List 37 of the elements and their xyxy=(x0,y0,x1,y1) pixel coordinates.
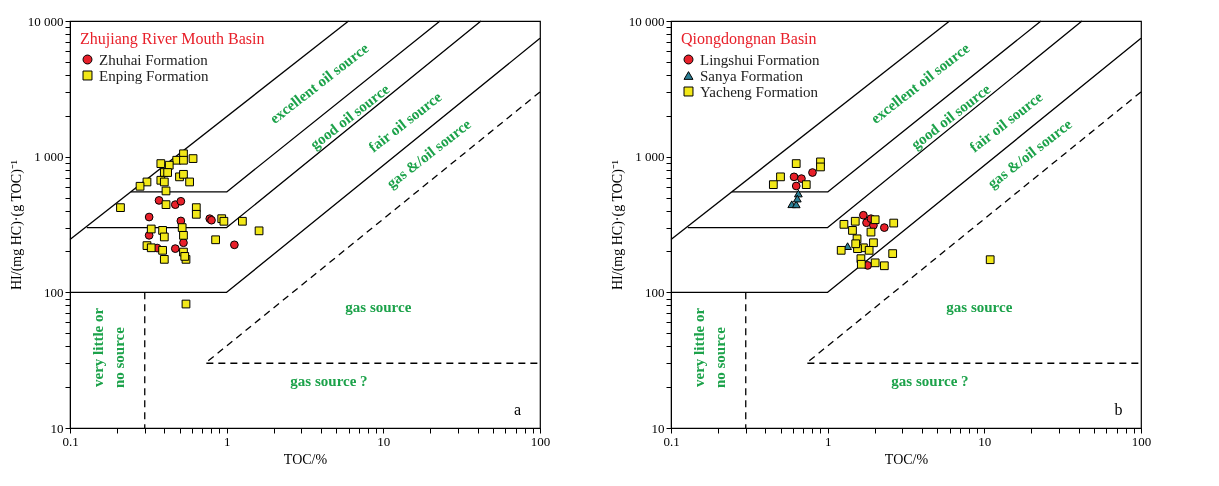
y-tick-label: 1 000 xyxy=(635,149,665,165)
x-tick-label: 100 xyxy=(1131,433,1152,449)
legend-label: Zhuhai Formation xyxy=(99,51,209,68)
y-tick-label: 1 000 xyxy=(34,149,64,165)
x-tick-label: 1 xyxy=(223,433,231,449)
y-tick-label: 10 000 xyxy=(27,13,64,29)
y-tick-label: 10 000 xyxy=(628,13,665,29)
annotation: very little or xyxy=(89,307,106,387)
annotation: no source xyxy=(712,326,729,389)
annotation: b xyxy=(1114,401,1123,419)
annotation: a xyxy=(513,401,521,419)
legend-title: Zhujiang River Mouth Basin xyxy=(80,30,265,48)
legend-label: Yacheng Formation xyxy=(700,83,819,100)
legend-label: Lingshui Formation xyxy=(700,51,821,68)
annotation: no source xyxy=(111,326,128,389)
x-axis-title: TOC/% xyxy=(884,451,929,467)
legend-label: Enping Formation xyxy=(99,67,210,84)
y-axis-title: HI/(mg HC)·(g TOC)⁻¹ xyxy=(609,159,626,291)
x-tick-label: 10 xyxy=(978,433,992,449)
y-tick-label: 10 xyxy=(50,420,64,436)
y-tick-label: 100 xyxy=(44,284,64,300)
x-tick-label: 1 xyxy=(824,433,832,449)
legend-label: Sanya Formation xyxy=(700,67,804,84)
y-tick-label: 10 xyxy=(651,420,665,436)
x-tick-label: 0.1 xyxy=(663,433,680,449)
x-tick-label: 10 xyxy=(377,433,391,449)
annotation: gas source xyxy=(345,299,412,316)
x-tick-label: 100 xyxy=(530,433,551,449)
annotation: gas source ? xyxy=(891,372,969,389)
y-tick-label: 100 xyxy=(645,284,665,300)
annotation: gas source ? xyxy=(290,372,368,389)
legend-title: Qiongdongnan Basin xyxy=(681,30,817,48)
annotation: very little or xyxy=(690,307,707,387)
x-tick-label: 0.1 xyxy=(62,433,79,449)
y-axis-title: HI/(mg HC)·(g TOC)⁻¹ xyxy=(8,159,25,291)
x-axis-title: TOC/% xyxy=(283,451,328,467)
annotation: gas source xyxy=(946,299,1013,316)
